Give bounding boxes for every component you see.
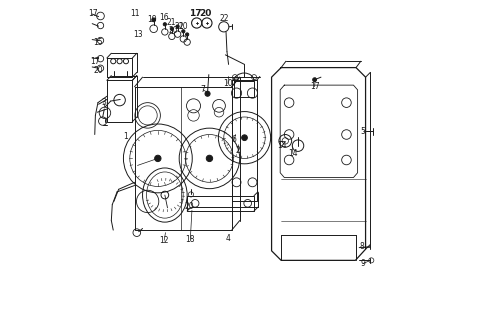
Text: 20: 20 [94, 66, 103, 75]
Text: 2: 2 [235, 146, 240, 155]
Text: 17: 17 [88, 9, 98, 18]
Text: 15: 15 [93, 38, 102, 47]
Text: 13: 13 [133, 30, 142, 39]
Circle shape [170, 27, 173, 30]
Text: 8: 8 [359, 242, 364, 251]
Text: 20: 20 [184, 202, 194, 211]
Text: 9: 9 [360, 259, 365, 268]
Circle shape [185, 33, 188, 36]
Text: 19: 19 [147, 15, 157, 24]
Text: 12: 12 [159, 236, 169, 245]
Text: 17: 17 [309, 82, 319, 91]
Circle shape [154, 155, 161, 162]
Text: 5: 5 [360, 127, 365, 136]
Text: 6: 6 [231, 135, 236, 144]
Text: 4: 4 [225, 234, 230, 243]
Circle shape [241, 135, 247, 140]
Text: 14: 14 [287, 149, 297, 158]
Circle shape [312, 78, 316, 82]
Circle shape [176, 25, 179, 28]
Text: 1: 1 [123, 132, 128, 140]
Text: 10: 10 [223, 79, 232, 88]
Text: 21: 21 [174, 22, 183, 31]
Text: 3: 3 [101, 98, 106, 107]
Text: 21: 21 [166, 18, 176, 27]
Text: 20: 20 [199, 9, 211, 18]
Text: 17: 17 [90, 57, 100, 66]
Text: 7: 7 [200, 85, 205, 94]
Text: 14: 14 [277, 141, 286, 150]
Text: 16: 16 [159, 13, 169, 22]
Text: 17: 17 [189, 9, 202, 18]
Text: 18: 18 [185, 235, 195, 244]
Text: 11: 11 [129, 9, 139, 18]
Circle shape [163, 23, 166, 26]
Circle shape [204, 91, 210, 96]
Circle shape [206, 155, 212, 162]
Text: 22: 22 [220, 14, 229, 23]
Text: 20: 20 [178, 22, 188, 31]
Circle shape [182, 30, 184, 33]
Circle shape [151, 18, 155, 22]
Text: 20: 20 [169, 27, 178, 36]
